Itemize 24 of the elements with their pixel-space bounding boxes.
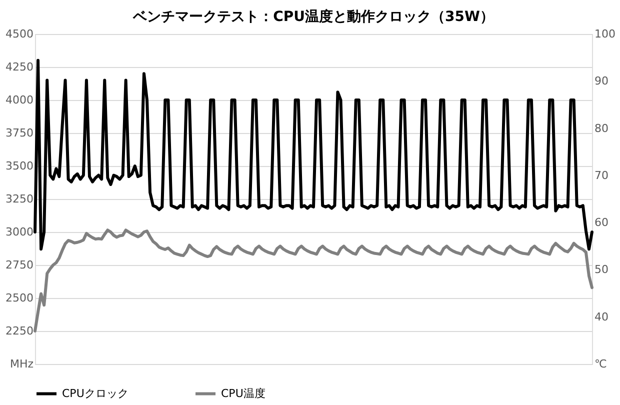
y-tick-label: 2250 xyxy=(6,324,34,338)
legend-label: CPUクロック xyxy=(62,386,128,400)
y-tick-label: MHz xyxy=(10,358,34,370)
y2-tick-label: 50 xyxy=(594,263,608,276)
y-tick-label: 2500 xyxy=(6,292,34,304)
y-tick-label: 4500 xyxy=(6,28,34,40)
y-tick-label: 4000 xyxy=(6,94,34,106)
y2-tick-label: ℃ xyxy=(594,358,607,370)
y2-tick-label: 70 xyxy=(594,168,608,182)
y-tick-label: 3750 xyxy=(6,126,34,140)
y2-tick-label: 40 xyxy=(594,310,608,324)
y2-tick-label: 100 xyxy=(594,28,616,40)
y2-tick-label: 80 xyxy=(594,122,608,135)
y-tick-label: 4250 xyxy=(6,60,34,74)
y-tick-label: 2750 xyxy=(6,258,34,272)
line-series xyxy=(34,58,594,251)
legend-label: CPU温度 xyxy=(221,386,266,400)
y-tick-label: 3000 xyxy=(6,226,34,238)
y-tick-label: 3250 xyxy=(6,192,34,206)
y2-tick-label: 60 xyxy=(594,216,608,230)
line-series xyxy=(34,228,594,332)
y-tick-label: 3500 xyxy=(6,160,34,172)
y2-tick-label: 90 xyxy=(594,74,608,88)
chart-title: ベンチマークテスト：CPU温度と動作クロック（35W） xyxy=(132,8,494,25)
